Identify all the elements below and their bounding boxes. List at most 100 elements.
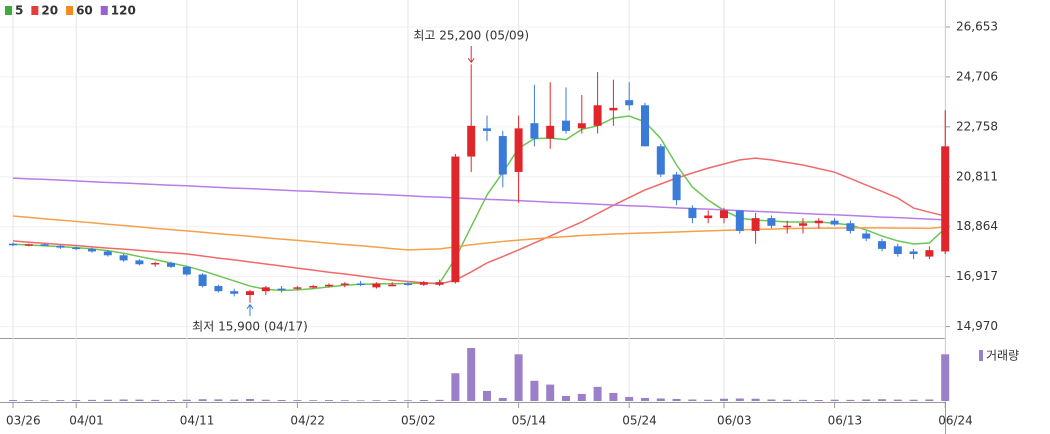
- volume-bar: [751, 398, 760, 401]
- candle-body: [751, 218, 760, 231]
- volume-bar: [783, 399, 792, 401]
- x-tick-label: 05/02: [401, 414, 436, 428]
- y-tick-label: 24,706: [956, 69, 998, 83]
- legend-swatch: [100, 6, 108, 15]
- candle-body: [88, 248, 96, 252]
- candle-body: [467, 125, 476, 157]
- volume-bar: [862, 399, 871, 401]
- volume-legend-label: 거래량: [986, 349, 1019, 363]
- volume-bar: [356, 400, 365, 401]
- candle-body: [230, 291, 239, 294]
- candle-body: [514, 128, 523, 172]
- candle-body: [214, 286, 223, 292]
- ma-line: [12, 157, 946, 285]
- volume-bar: [230, 399, 239, 401]
- volume-bar: [735, 398, 744, 401]
- volume-bar: [119, 399, 128, 401]
- volume-bar: [467, 348, 476, 401]
- candle-body: [72, 247, 81, 250]
- candle-body: [325, 284, 333, 287]
- candle-body: [103, 251, 112, 256]
- volume-bar: [451, 373, 460, 401]
- candle-body: [672, 174, 681, 201]
- candle-body: [435, 282, 444, 285]
- y-tick-label: 22,758: [956, 119, 998, 133]
- candle-body: [372, 283, 381, 288]
- volume-bar: [372, 400, 381, 401]
- candle-body: [546, 125, 555, 139]
- volume-bar: [688, 399, 697, 401]
- candle-body: [246, 291, 254, 296]
- volume-bar: [293, 400, 302, 401]
- candle-body: [9, 243, 17, 246]
- volume-bar: [404, 400, 412, 401]
- candle-body: [767, 218, 776, 226]
- candle-body: [941, 146, 950, 252]
- y-tick-label: 16,917: [956, 269, 998, 283]
- volume-bar: [277, 399, 286, 401]
- y-tick-label: 18,864: [956, 219, 998, 233]
- legend-label: 20: [41, 4, 58, 18]
- candle-body: [530, 123, 539, 139]
- candle-body: [340, 283, 349, 285]
- volume-bar: [498, 397, 507, 401]
- volume-bar: [325, 400, 333, 401]
- candle-body: [925, 250, 934, 257]
- volume-bar: [151, 399, 160, 401]
- candle-body: [167, 262, 175, 267]
- annotation: 최저 15,900 (04/17): [192, 320, 308, 334]
- volume-bar: [830, 399, 839, 401]
- candle-body: [625, 100, 634, 106]
- candle-body: [483, 128, 491, 131]
- volume-bar: [24, 400, 33, 401]
- candle-body: [688, 207, 697, 219]
- candle-body: [735, 210, 744, 231]
- volume-bar: [925, 399, 934, 401]
- volume-bar: [704, 399, 713, 401]
- volume-bar: [909, 399, 918, 401]
- volume-bar: [9, 399, 17, 401]
- volume-bar: [656, 398, 665, 401]
- annotation: 최고 25,200 (05/09): [413, 29, 529, 43]
- volume-bar: [135, 399, 144, 401]
- x-tick-label: 06/24: [938, 414, 973, 428]
- volume-bar: [388, 400, 397, 401]
- y-tick-label: 26,653: [956, 20, 998, 34]
- x-tick-label: 03/26: [6, 414, 41, 428]
- volume-bar: [198, 399, 207, 401]
- ma-line: [12, 177, 946, 221]
- candle-body: [40, 244, 49, 246]
- volume-bar: [893, 399, 902, 401]
- volume-bar: [56, 400, 65, 401]
- volume-bar: [593, 386, 602, 401]
- candle-body: [451, 156, 460, 283]
- volume-bar: [672, 398, 681, 401]
- x-tick-label: 04/22: [290, 414, 325, 428]
- x-tick-label: 06/13: [828, 414, 863, 428]
- volume-bar: [261, 399, 270, 401]
- volume-bar: [562, 395, 570, 401]
- candle-body: [893, 246, 902, 254]
- volume-bar: [846, 399, 855, 401]
- candle-body: [356, 283, 365, 285]
- volume-legend-swatch: [979, 350, 983, 361]
- candle-body: [641, 105, 649, 147]
- volume-bar: [720, 398, 728, 401]
- annotation-arrowhead: [467, 57, 475, 64]
- y-tick-label: 14,970: [956, 319, 998, 333]
- volume-bar: [40, 400, 49, 401]
- candle-body: [704, 215, 713, 219]
- candle-body: [878, 241, 886, 249]
- volume-bar: [72, 399, 81, 401]
- volume-bar: [182, 399, 191, 401]
- candle-body: [293, 287, 302, 289]
- volume-bar: [246, 398, 254, 401]
- volume-bar: [814, 399, 823, 401]
- volume-bar: [530, 380, 539, 401]
- candle-body: [593, 105, 602, 126]
- volume-bar: [309, 400, 318, 401]
- legend-label: 60: [76, 4, 93, 18]
- x-tick-label: 05/14: [512, 414, 547, 428]
- x-tick-label: 04/11: [180, 414, 215, 428]
